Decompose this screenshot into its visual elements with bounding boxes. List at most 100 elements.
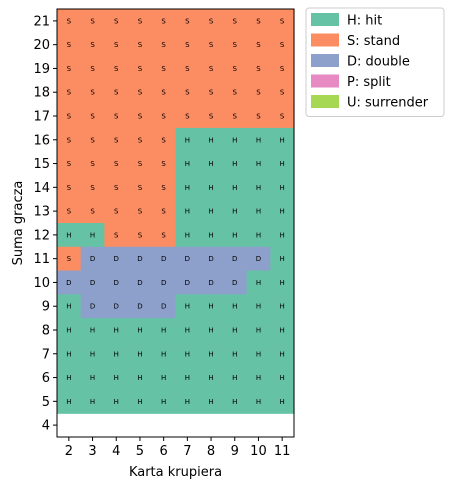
legend-swatch xyxy=(311,13,339,26)
heatmap-cell xyxy=(104,80,129,105)
heatmap-cell xyxy=(199,9,224,34)
cell-label: S xyxy=(67,113,72,121)
heatmap-cell xyxy=(175,199,200,224)
heatmap-cell xyxy=(80,151,105,177)
heatmap-cell xyxy=(246,246,271,272)
heatmap-cell xyxy=(246,32,271,58)
x-tick-label: 10 xyxy=(250,444,267,459)
heatmap-cell xyxy=(222,9,248,34)
heatmap-cell xyxy=(57,175,82,200)
cell-label: S xyxy=(233,65,238,73)
cell-label: S xyxy=(67,65,72,73)
heatmap-cell xyxy=(151,389,177,414)
legend-entry-label: D: double xyxy=(347,55,410,70)
heatmap-cell xyxy=(80,341,105,367)
x-tick-label: 2 xyxy=(65,444,73,459)
cell-label: S xyxy=(161,89,166,97)
heatmap-cell xyxy=(128,294,153,319)
cell-label: H xyxy=(114,398,119,406)
heatmap-cell xyxy=(104,127,129,153)
x-tick-label: 4 xyxy=(112,444,120,459)
heatmap-cell xyxy=(199,32,224,58)
cell-label: H xyxy=(256,279,261,287)
cell-label: S xyxy=(185,113,190,121)
heatmap-cell xyxy=(151,9,177,34)
heatmap-cell xyxy=(128,341,153,367)
cell-label: S xyxy=(138,41,143,49)
cell-label: H xyxy=(232,350,237,358)
heatmap-cell xyxy=(57,365,82,391)
heatmap-cell xyxy=(80,270,105,295)
cell-label: H xyxy=(185,374,190,382)
heatmap-cell xyxy=(128,32,153,58)
heatmap-cell xyxy=(80,246,105,272)
heatmap-cell xyxy=(222,32,248,58)
heatmap-cell xyxy=(199,127,224,153)
heatmap-cell xyxy=(199,365,224,391)
y-tick-label: 17 xyxy=(33,110,50,125)
cell-label: S xyxy=(209,41,214,49)
heatmap-cell xyxy=(199,80,224,105)
y-tick-label: 20 xyxy=(33,38,50,53)
heatmap-cell xyxy=(175,246,200,272)
heatmap-cell xyxy=(80,365,105,391)
cell-label: S xyxy=(233,113,238,121)
heatmap-cell xyxy=(270,270,295,295)
heatmap-cell xyxy=(270,199,295,224)
cell-label: S xyxy=(138,231,143,239)
heatmap-cell xyxy=(222,294,248,319)
y-tick-label: 21 xyxy=(33,14,50,29)
heatmap-cell xyxy=(104,365,129,391)
cell-label: D xyxy=(137,255,142,263)
heatmap-cell xyxy=(80,32,105,58)
heatmap-cell xyxy=(222,270,248,295)
legend-entry-label: S: stand xyxy=(347,34,400,49)
heatmap-cell xyxy=(57,104,82,129)
cell-label: H xyxy=(280,327,285,335)
cell-label: H xyxy=(232,136,237,144)
legend: H: hit S: stand D: double P: split U: surren… xyxy=(305,7,445,117)
cell-label: H xyxy=(256,350,261,358)
heatmap-cell xyxy=(151,56,177,81)
heatmap-cell xyxy=(175,151,200,177)
cell-label: H xyxy=(256,184,261,192)
heatmap-cell xyxy=(270,365,295,391)
x-tick-label: 8 xyxy=(207,444,215,459)
heatmap-cell xyxy=(128,151,153,177)
heatmap-cell xyxy=(175,223,200,248)
heatmap-cell xyxy=(80,223,105,248)
heatmap-cell xyxy=(128,175,153,200)
legend-entry-label: U: surrender xyxy=(347,96,429,111)
heatmap-cell xyxy=(246,104,271,129)
cell-label: H xyxy=(185,327,190,335)
cell-label: S xyxy=(185,17,190,25)
heatmap-cell xyxy=(246,199,271,224)
legend-swatch xyxy=(311,95,339,108)
heatmap-cell xyxy=(199,246,224,272)
legend-entry-label: H: hit xyxy=(347,14,382,29)
heatmap-cell xyxy=(270,127,295,153)
heatmap-cell xyxy=(57,151,82,177)
heatmap-cell xyxy=(151,318,177,343)
cell-label: H xyxy=(280,374,285,382)
cell-label: S xyxy=(90,89,95,97)
heatmap-cell xyxy=(246,9,271,34)
heatmap-cell xyxy=(57,127,82,153)
x-tick-label: 5 xyxy=(136,444,144,459)
heatmap-cell xyxy=(246,365,271,391)
heatmap-cell xyxy=(270,223,295,248)
cell-label: S xyxy=(90,184,95,192)
heatmap-cell xyxy=(246,341,271,367)
heatmap-cell xyxy=(57,56,82,81)
cell-label: S xyxy=(185,65,190,73)
heatmap-cell xyxy=(151,270,177,295)
heatmap-cell xyxy=(222,246,248,272)
cell-label: H xyxy=(280,184,285,192)
cell-label: H xyxy=(161,398,166,406)
cell-label: S xyxy=(67,17,72,25)
cell-label: S xyxy=(233,17,238,25)
heatmap-cell xyxy=(222,104,248,129)
y-tick-label: 4 xyxy=(42,419,50,434)
heatmap-cell xyxy=(80,56,105,81)
